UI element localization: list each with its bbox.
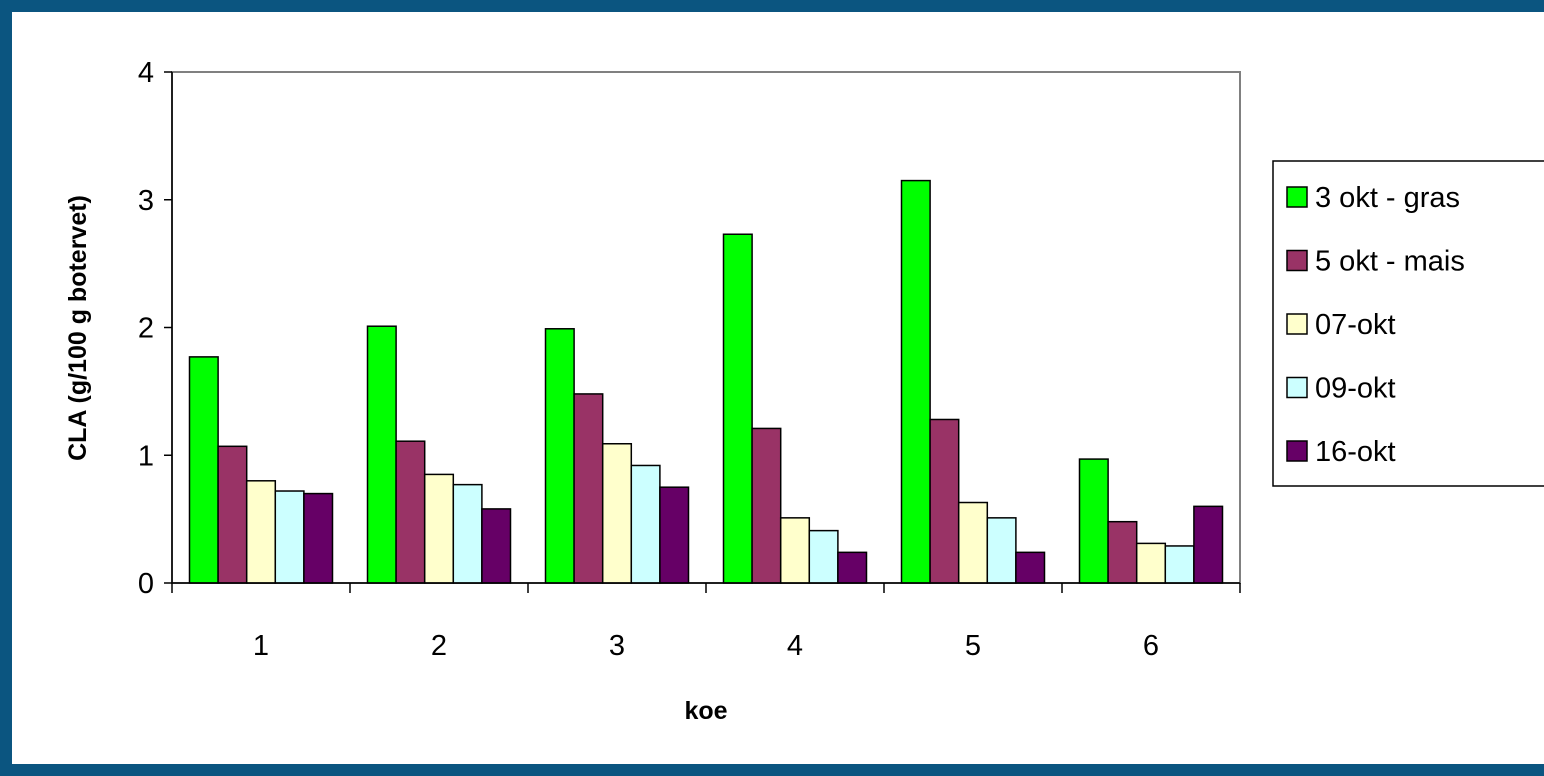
bar <box>929 418 960 584</box>
x-tick-label: 6 <box>1143 630 1159 662</box>
legend-label: 3 okt - gras <box>1315 182 1460 214</box>
bar <box>837 551 868 584</box>
legend-swatch <box>1286 376 1308 399</box>
bar <box>900 179 931 584</box>
legend-label: 07-okt <box>1315 309 1396 341</box>
bar <box>481 508 512 584</box>
legend: 3 okt - gras 5 okt - mais 07-okt 09-okt 16-o… <box>1272 160 1544 487</box>
legend-box <box>1272 160 1544 487</box>
bar <box>1164 545 1195 584</box>
y-tick-label: 4 <box>138 57 154 89</box>
bar <box>452 483 483 584</box>
bar <box>808 529 839 584</box>
x-tick-label: 2 <box>431 630 447 662</box>
bar <box>366 325 397 584</box>
y-tick-label: 1 <box>138 440 154 472</box>
legend-label: 16-okt <box>1315 436 1396 468</box>
bar <box>601 443 633 584</box>
x-axis-title: koe <box>684 697 727 725</box>
bar <box>544 328 575 584</box>
bar <box>1193 505 1224 584</box>
y-axis-title: CLA (g/100 g botervet) <box>64 195 92 461</box>
chart-panel: 0 1 2 3 4 1 2 3 4 5 6 CLA (g/100 g botervet) koe 3… <box>12 12 1544 764</box>
bar <box>630 464 661 584</box>
bar <box>1078 458 1109 584</box>
bar <box>395 440 426 584</box>
bar <box>779 517 811 584</box>
x-tick-label: 1 <box>253 630 269 662</box>
legend-swatch <box>1286 186 1308 208</box>
bar <box>957 501 989 584</box>
bar <box>303 492 334 584</box>
bar <box>1107 520 1138 584</box>
bar-chart: 0 1 2 3 4 1 2 3 4 5 6 CLA (g/100 g botervet) koe 3… <box>64 57 1544 725</box>
legend-swatch <box>1286 440 1308 462</box>
axes: 0 1 2 3 4 1 2 3 4 5 6 <box>138 57 1241 662</box>
bar <box>423 473 455 584</box>
bar <box>659 486 690 584</box>
bar <box>573 393 604 584</box>
bars <box>188 179 1224 584</box>
legend-swatch <box>1286 313 1308 335</box>
legend-swatch <box>1286 249 1308 272</box>
bar <box>986 517 1017 584</box>
bar <box>722 233 753 584</box>
bar <box>751 427 782 584</box>
bar <box>1135 542 1167 584</box>
legend-label: 09-okt <box>1315 373 1396 405</box>
legend-label: 5 okt - mais <box>1315 246 1465 278</box>
bar <box>245 480 277 584</box>
y-tick-label: 0 <box>138 568 154 600</box>
x-tick-label: 3 <box>609 630 625 662</box>
bar <box>217 445 248 584</box>
y-tick-label: 2 <box>138 313 154 345</box>
y-tick-label: 3 <box>138 185 154 217</box>
bar <box>188 356 219 584</box>
x-tick-label: 5 <box>965 630 981 662</box>
bar <box>274 490 305 584</box>
bar <box>1015 551 1046 584</box>
x-tick-label: 4 <box>787 630 803 662</box>
